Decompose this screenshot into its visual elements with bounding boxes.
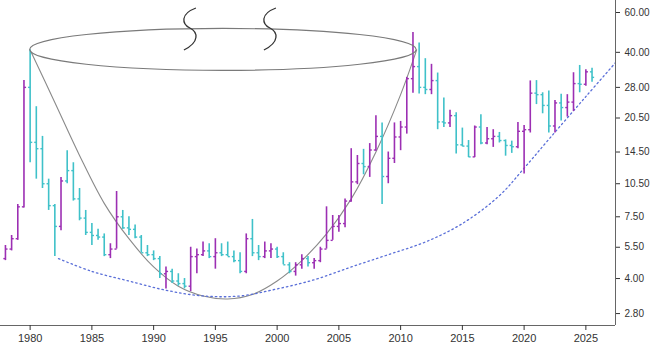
svg-text:4.00: 4.00	[625, 273, 645, 284]
svg-text:1980: 1980	[18, 332, 42, 344]
svg-text:2025: 2025	[574, 332, 598, 344]
svg-text:2010: 2010	[388, 332, 412, 344]
svg-text:1990: 1990	[141, 332, 165, 344]
svg-text:40.00: 40.00	[625, 47, 650, 58]
svg-text:28.00: 28.00	[625, 82, 650, 93]
svg-text:20.50: 20.50	[625, 112, 650, 123]
svg-text:60.00: 60.00	[625, 7, 650, 18]
svg-text:7.50: 7.50	[625, 211, 645, 222]
svg-text:1995: 1995	[203, 332, 227, 344]
svg-text:2020: 2020	[512, 332, 536, 344]
svg-text:1985: 1985	[80, 332, 104, 344]
svg-text:2000: 2000	[265, 332, 289, 344]
svg-text:10.50: 10.50	[625, 178, 650, 189]
svg-text:2005: 2005	[327, 332, 351, 344]
svg-text:2015: 2015	[450, 332, 474, 344]
svg-text:14.50: 14.50	[625, 146, 650, 157]
svg-text:5.50: 5.50	[625, 241, 645, 252]
svg-text:2.80: 2.80	[625, 308, 645, 319]
